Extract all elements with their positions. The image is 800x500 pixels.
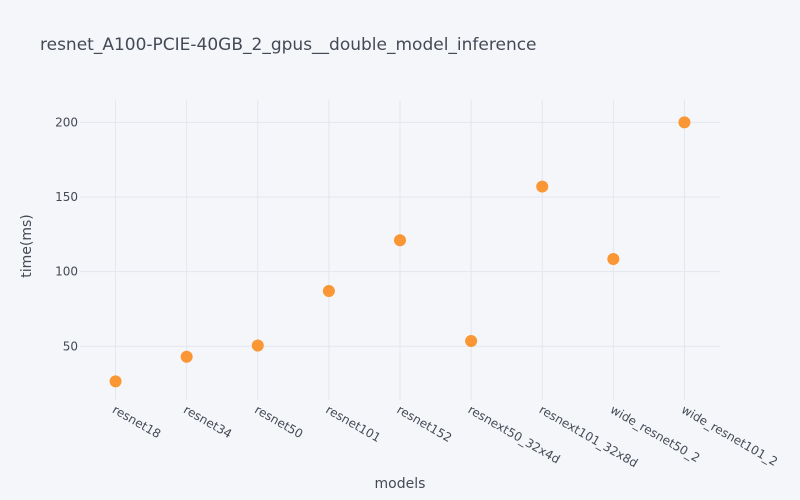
y-tick-labels: 50 100 150 200 [55,115,78,353]
data-point[interactable] [536,180,549,193]
data-point[interactable] [251,339,264,352]
x-axis-title: models [375,476,426,492]
data-point[interactable] [394,234,406,247]
data-point[interactable] [322,285,335,298]
data-point[interactable] [465,335,478,348]
data-point[interactable] [180,350,193,363]
chart-title: resnet_A100-PCIE-40GB_2_gpus__double_mod… [40,35,537,55]
data-points [109,116,691,388]
y-tick-label: 50 [63,339,78,353]
y-tick-label: 100 [55,265,78,279]
data-point[interactable] [678,116,691,129]
y-tick-label: 150 [55,190,78,204]
data-point[interactable] [607,252,620,265]
y-axis-title: time(ms) [19,214,35,278]
data-point[interactable] [109,375,122,388]
grid-layer [80,100,720,400]
y-tick-label: 200 [55,115,78,129]
